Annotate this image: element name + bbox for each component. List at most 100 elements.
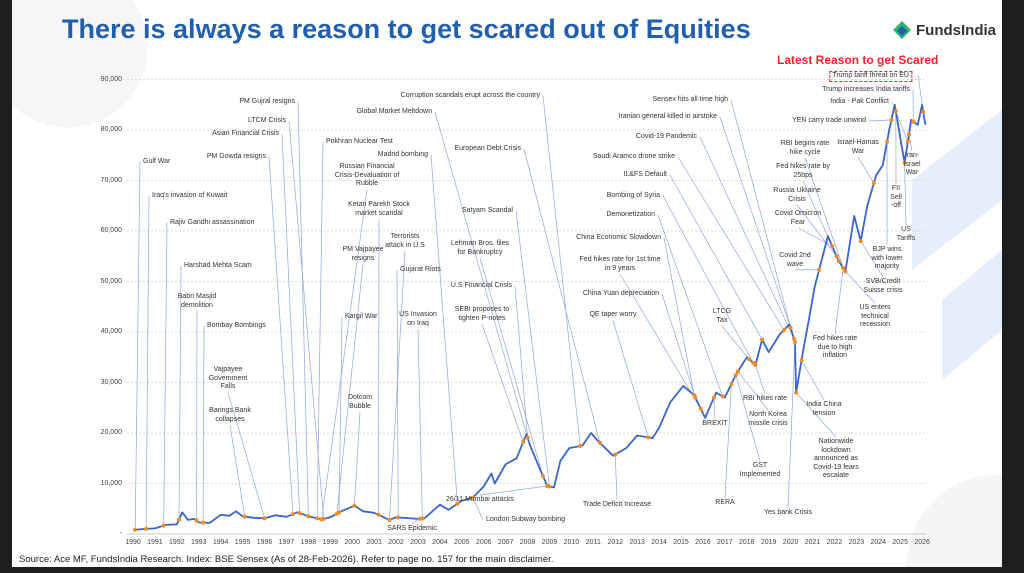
event-connector: [663, 237, 695, 396]
event-connector: [336, 263, 364, 514]
event-label: Gulf War: [143, 158, 171, 165]
event-marker: [540, 473, 545, 478]
event-label: Lehman Bros. files for Bankruptcy: [451, 240, 509, 256]
event-label: Covid 2nd wave: [779, 252, 811, 268]
latest-event-label: Trump tariff threat on EU: [829, 71, 912, 82]
event-connector: [227, 392, 265, 519]
x-tick-label: 1990: [125, 539, 141, 546]
event-connector: [677, 156, 785, 331]
event-label: India China tension: [806, 401, 842, 417]
event-connector: [804, 157, 844, 269]
event-marker: [693, 395, 698, 400]
event-marker: [337, 510, 342, 515]
x-tick-label: 2007: [497, 539, 514, 546]
event-connector: [795, 392, 837, 438]
x-tick-label: 2012: [607, 539, 624, 546]
event-connector: [229, 424, 246, 517]
x-tick-label: 1997: [278, 539, 295, 546]
watermark-stripe: [942, 250, 1002, 380]
event-marker: [843, 269, 848, 274]
event-marker: [711, 395, 716, 400]
x-tick-label: 2011: [585, 539, 601, 546]
event-label: Harshad Mehta Scam: [184, 262, 252, 269]
event-label: China Yuan depreciation: [582, 290, 659, 297]
x-tick-label: 1994: [212, 539, 229, 546]
event-marker: [597, 440, 602, 445]
x-tick-label: 1992: [169, 539, 185, 546]
event-label: US enters technical recession: [859, 304, 891, 328]
event-marker: [242, 514, 247, 519]
event-label: Asian Financial Crisis: [212, 130, 279, 137]
event-marker: [262, 516, 267, 521]
x-tick-label: 2009: [541, 539, 558, 546]
event-marker: [201, 520, 206, 525]
event-marker: [906, 132, 911, 137]
event-marker: [698, 406, 703, 411]
event-marker: [792, 340, 797, 345]
event-label: India - Pak Conflict: [830, 98, 889, 105]
event-marker: [905, 139, 910, 144]
event-connector: [755, 364, 766, 395]
event-marker: [817, 267, 822, 272]
event-marker: [791, 336, 796, 341]
event-label: Madrid bombing: [377, 151, 428, 158]
event-marker: [144, 526, 149, 531]
x-tick-label: 2000: [344, 539, 360, 546]
event-marker: [830, 244, 835, 249]
event-label: Iranian general killed in airstrike: [618, 113, 717, 120]
event-marker: [133, 527, 138, 532]
event-label: SARS Epidemic: [387, 525, 437, 532]
event-label: Global Market Meltdown: [356, 108, 432, 115]
event-label: North Korea missile crisis: [748, 411, 788, 427]
event-connector: [657, 214, 723, 397]
sensex-chart: [127, 74, 927, 535]
x-tick-label: 2014: [651, 539, 667, 546]
x-tick-label: 2010: [563, 539, 580, 546]
event-label: FII Sell -off: [890, 185, 902, 209]
event-label: Trump increases India tariffs: [822, 86, 910, 93]
x-tick-label: 1996: [256, 539, 273, 546]
event-label: PM Gowda resigns: [206, 153, 266, 160]
event-marker: [352, 503, 357, 508]
event-label: European Debt Crisis: [454, 145, 521, 152]
x-tick-label: 2019: [760, 539, 777, 546]
event-label: Iran- Israel War: [903, 152, 921, 176]
y-tick-label: 80,000: [100, 126, 122, 133]
x-tick-label: 1999: [322, 539, 339, 546]
event-connector: [396, 269, 399, 518]
event-connector: [321, 189, 368, 520]
x-tick-label: 2005: [454, 539, 470, 546]
page-title: There is always a reason to get scared o…: [62, 14, 751, 44]
event-label: Iraq's invasion of Kuwait: [152, 192, 228, 199]
y-tick-label: 20,000: [100, 429, 122, 436]
source-note: Source: Ace MF, FundsIndia Research. Ind…: [19, 554, 554, 565]
event-marker: [902, 160, 907, 165]
event-connector: [542, 95, 581, 447]
x-tick-label: 2002: [388, 539, 404, 546]
event-connector: [730, 99, 791, 329]
event-connector: [178, 265, 182, 520]
event-connector: [479, 485, 548, 496]
event-connector: [430, 154, 458, 504]
event-marker: [871, 181, 876, 186]
y-tick-label: 40,000: [100, 328, 122, 335]
event-label: Russian Financial Crisis-Devaluation of …: [334, 163, 400, 187]
event-label: Kargil War: [345, 313, 378, 320]
x-tick-label: 2023: [848, 539, 865, 546]
latest-reason-header: Latest Reason to get Scared: [777, 53, 939, 67]
event-connector: [669, 174, 763, 340]
event-connector: [801, 359, 825, 401]
event-label: Sensex hits all time high: [652, 96, 728, 103]
x-tick-label: 2016: [695, 539, 711, 546]
event-label: Yes bank Crisis: [764, 509, 812, 516]
y-tick-label: 60,000: [100, 227, 122, 234]
x-tick-label: 1991: [147, 539, 163, 546]
event-label: Barings Bank collapses: [209, 407, 251, 423]
event-label: RBI hikes rate: [743, 395, 787, 402]
sensex-line: [132, 103, 927, 531]
event-connector: [479, 257, 544, 477]
event-connector: [619, 273, 702, 409]
event-marker: [782, 328, 787, 333]
event-connector: [796, 204, 837, 257]
logo-icon: [893, 21, 911, 39]
